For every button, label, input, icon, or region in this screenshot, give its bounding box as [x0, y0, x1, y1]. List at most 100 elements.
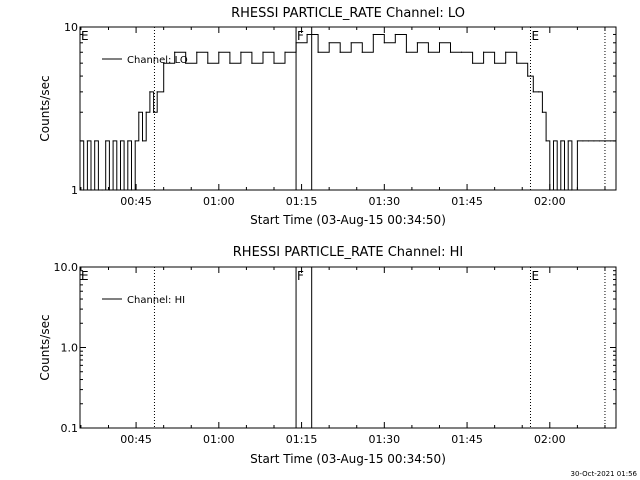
data-point — [576, 140, 578, 142]
y-axis-label: Counts/sec — [38, 314, 52, 380]
x-tick-label: 00:45 — [120, 195, 152, 208]
x-axis-label: Start Time (03-Aug-15 00:34:50) — [250, 213, 446, 227]
data-point — [116, 189, 118, 191]
y-tick-label: 1 — [71, 184, 78, 197]
data-point — [350, 42, 352, 44]
data-point — [460, 51, 463, 53]
data-point — [471, 62, 474, 64]
data-point — [532, 91, 534, 93]
data-point — [587, 140, 590, 142]
data-point — [130, 189, 133, 191]
legend-entry: Channel: LO — [127, 55, 188, 66]
data-point — [556, 189, 558, 191]
event-marker-label: E — [81, 269, 89, 283]
data-point — [372, 33, 374, 36]
data-point — [306, 33, 308, 36]
x-tick-label: 01:00 — [203, 195, 235, 208]
data-point — [483, 51, 485, 53]
data-point — [609, 140, 612, 142]
chart-hi: RHESSI PARTICLE_RATE Channel: HI 00:45 01:… — [38, 245, 617, 466]
data-point — [541, 111, 544, 113]
data-point — [449, 51, 452, 53]
data-point — [101, 189, 103, 191]
data-point — [229, 62, 231, 64]
legend-entry: Channel: HI — [127, 295, 185, 306]
data-point — [94, 140, 96, 142]
data-point — [86, 140, 88, 142]
data-point — [145, 111, 147, 113]
data-point — [251, 62, 253, 64]
event-marker-label: E — [531, 269, 539, 283]
data-point — [505, 51, 507, 53]
data-point — [152, 111, 155, 113]
data-point — [567, 140, 569, 142]
x-tick-label: 01:15 — [286, 433, 318, 446]
data-point — [284, 51, 286, 53]
plot-frame — [79, 266, 617, 429]
data-point — [563, 189, 566, 191]
data-point — [141, 140, 144, 142]
data-point — [97, 189, 99, 191]
data-point — [196, 51, 198, 53]
footer-timestamp: 30-Oct-2021 01:56 — [571, 470, 638, 478]
data-point — [416, 42, 419, 44]
y-tick-label: 10.0 — [54, 261, 79, 274]
data-point — [438, 42, 441, 44]
data-point — [262, 51, 264, 53]
x-tick-label: 01:45 — [451, 195, 483, 208]
data-point — [552, 140, 555, 142]
plot-frame — [79, 26, 617, 191]
data-point — [174, 51, 176, 53]
data-point — [560, 140, 562, 142]
data-point — [593, 140, 595, 142]
event-marker-label: F — [297, 29, 304, 43]
data-point — [127, 140, 129, 142]
event-marker-label: E — [531, 29, 539, 43]
y-axis-label: Counts/sec — [38, 75, 52, 141]
data-point — [79, 140, 81, 142]
data-point — [427, 51, 430, 53]
data-point — [156, 91, 158, 93]
data-point — [317, 51, 319, 53]
data-point — [112, 140, 114, 142]
y-tick-label: 0.1 — [61, 422, 79, 435]
data-point — [240, 51, 242, 53]
data-point — [604, 140, 606, 142]
data-point — [405, 51, 407, 53]
data-point — [328, 42, 330, 44]
data-point — [138, 111, 140, 113]
x-tick-label: 01:30 — [368, 195, 400, 208]
data-point — [123, 189, 125, 191]
data-point — [83, 189, 85, 191]
data-point — [273, 62, 275, 64]
data-point — [218, 51, 220, 53]
x-tick-label: 01:45 — [451, 433, 483, 446]
data-point — [549, 189, 551, 191]
data-point — [207, 62, 209, 64]
data-point — [545, 140, 547, 142]
data-point — [394, 33, 396, 36]
data-point — [90, 189, 92, 191]
data-point — [538, 91, 540, 93]
data-point — [119, 140, 122, 142]
x-tick-label: 01:00 — [203, 433, 235, 446]
chart-title: RHESSI PARTICLE_RATE Channel: HI — [233, 245, 463, 260]
data-point — [295, 42, 297, 44]
data-point — [527, 75, 529, 77]
data-point — [598, 140, 601, 142]
data-point — [582, 140, 584, 142]
y-tick-label: 1.0 — [61, 342, 79, 355]
x-axis-label: Start Time (03-Aug-15 00:34:50) — [250, 452, 446, 466]
x-tick-label: 00:45 — [120, 433, 152, 446]
data-point — [185, 62, 187, 64]
data-point — [516, 62, 518, 64]
chart-title: RHESSI PARTICLE_RATE Channel: LO — [231, 6, 465, 21]
data-point — [108, 189, 111, 191]
chart-lo: RHESSI PARTICLE_RATE Channel: LO 00:45 01:… — [38, 6, 617, 227]
event-marker-label: F — [297, 269, 304, 283]
y-tick-label: 10 — [64, 21, 78, 34]
x-tick-label: 02:00 — [534, 195, 566, 208]
x-tick-label: 01:30 — [368, 433, 400, 446]
event-marker-label: E — [81, 29, 89, 43]
